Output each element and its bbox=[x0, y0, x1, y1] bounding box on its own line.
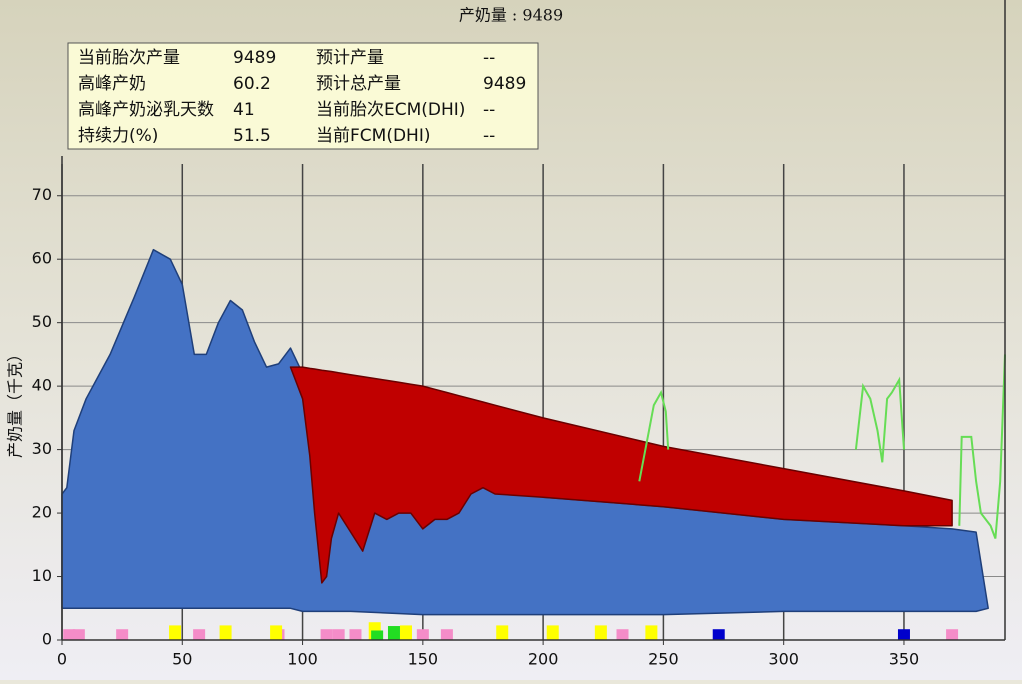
info-value: -- bbox=[483, 126, 495, 146]
x-tick-label: 350 bbox=[889, 650, 920, 669]
event-marker bbox=[400, 625, 413, 640]
x-tick-label: 300 bbox=[768, 650, 799, 669]
info-box: 当前胎次产量 9489 预计产量 -- 高峰产奶 60.2 预计总产量 9489 高峰产奶泌乳天… bbox=[67, 42, 539, 150]
y-tick-label: 60 bbox=[32, 249, 52, 268]
info-value: 51.5 bbox=[233, 126, 271, 146]
event-marker bbox=[193, 629, 206, 640]
x-tick-label: 150 bbox=[408, 650, 439, 669]
event-marker bbox=[72, 629, 85, 640]
area bbox=[289, 366, 953, 584]
info-label: 高峰产奶 bbox=[78, 74, 146, 94]
event-marker bbox=[169, 625, 182, 640]
event-marker bbox=[371, 630, 384, 640]
event-marker bbox=[594, 625, 607, 640]
event-marker bbox=[645, 625, 658, 640]
event-marker bbox=[349, 629, 362, 640]
event-marker bbox=[332, 629, 345, 640]
info-label: 当前胎次产量 bbox=[78, 48, 180, 68]
info-value: -- bbox=[483, 48, 495, 68]
event-marker bbox=[320, 629, 333, 640]
x-tick-label: 200 bbox=[528, 650, 559, 669]
y-tick-label: 0 bbox=[42, 630, 52, 649]
chart-title: 产奶量 : 9489 bbox=[459, 6, 563, 25]
info-label: 预计总产量 bbox=[316, 74, 401, 94]
x-tick-label: 0 bbox=[57, 650, 67, 669]
event-marker bbox=[440, 629, 453, 640]
x-tick-label: 250 bbox=[648, 650, 679, 669]
line bbox=[638, 354, 1006, 539]
info-value: 60.2 bbox=[233, 74, 271, 94]
x-tick-label: 50 bbox=[172, 650, 192, 669]
y-tick-label: 30 bbox=[32, 439, 52, 458]
axes: 0 10 20 30 40 50 60 70 0 50 100 150 200 250 300 350 bbox=[32, 0, 1006, 669]
y-tick-label: 20 bbox=[32, 503, 52, 522]
info-label: 高峰产奶泌乳天数 bbox=[78, 100, 214, 120]
area bbox=[61, 248, 989, 616]
event-marker bbox=[616, 629, 629, 640]
event-marker bbox=[219, 625, 232, 640]
y-tick-label: 70 bbox=[32, 185, 52, 204]
y-tick-label: 10 bbox=[32, 566, 52, 585]
x-tick-label: 100 bbox=[287, 650, 318, 669]
event-marker bbox=[712, 629, 725, 640]
info-value: 41 bbox=[233, 100, 255, 120]
event-marker bbox=[946, 629, 959, 640]
y-tick-label: 50 bbox=[32, 312, 52, 331]
info-value: 9489 bbox=[483, 74, 526, 94]
event-marker bbox=[546, 625, 559, 640]
plot-marks bbox=[61, 248, 1006, 640]
event-marker bbox=[897, 629, 910, 640]
info-box-frame bbox=[67, 42, 539, 150]
info-label: 预计产量 bbox=[316, 48, 384, 68]
info-label: 当前FCM(DHI) bbox=[316, 126, 430, 146]
info-label: 当前胎次ECM(DHI) bbox=[316, 100, 465, 120]
event-marker bbox=[416, 629, 429, 640]
event-marker bbox=[116, 629, 129, 640]
event-marker bbox=[270, 625, 283, 640]
info-value: -- bbox=[483, 100, 495, 120]
event-marker bbox=[63, 629, 76, 640]
event-marker bbox=[387, 626, 400, 640]
y-tick-label: 40 bbox=[32, 376, 52, 395]
info-value: 9489 bbox=[233, 48, 276, 68]
info-label: 持续力(%) bbox=[78, 126, 158, 146]
y-axis-label: 产奶量（千克） bbox=[6, 346, 25, 458]
event-marker bbox=[496, 625, 509, 640]
